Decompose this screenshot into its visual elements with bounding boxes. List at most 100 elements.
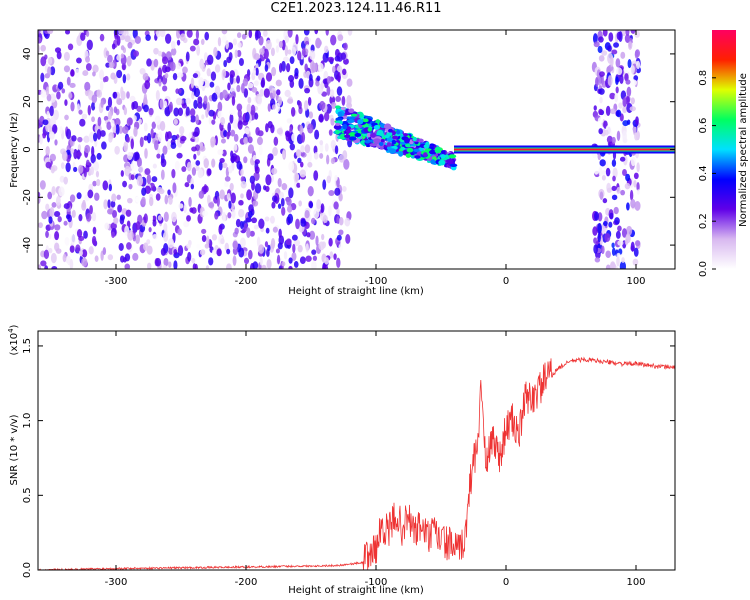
- spectrogram-cell: [149, 215, 154, 222]
- spectrogram-cell: [152, 233, 158, 240]
- spectrogram-cell: [311, 260, 317, 269]
- spectrogram-cell: [404, 137, 410, 144]
- spectrogram-cell: [49, 93, 56, 103]
- spectrogram-cell: [604, 232, 611, 242]
- spectrogram-cell: [176, 62, 182, 70]
- spectrogram-cell: [197, 168, 204, 179]
- spectrogram-cell: [230, 91, 237, 99]
- spectrogram-cell: [448, 154, 457, 159]
- spectrogram-cell: [242, 78, 249, 87]
- spectrogram-cell: [47, 66, 52, 77]
- spectrogram-cell: [84, 81, 91, 92]
- spectrogram-cell: [100, 100, 104, 108]
- spectrogram-cell: [277, 203, 282, 209]
- spectrogram-cell: [232, 246, 238, 256]
- spectrogram-cell: [328, 189, 335, 196]
- spectrogram-cell: [158, 188, 165, 195]
- spectrogram-cell: [200, 38, 205, 45]
- spectrogram-cell: [92, 71, 96, 77]
- spectrogram-cell: [600, 74, 605, 86]
- spectrogram-cell: [608, 32, 614, 42]
- spectrogram-cell: [304, 87, 311, 94]
- spectrogram-cell: [42, 119, 49, 126]
- spectrogram-cell: [231, 96, 236, 106]
- spectrogram-cell: [118, 30, 123, 35]
- spectrogram-cell: [625, 30, 630, 36]
- spectrogram-cell: [267, 120, 273, 129]
- spectrogram-cell: [88, 131, 95, 143]
- spectrogram-cell: [66, 128, 72, 140]
- spectrogram-cell: [346, 95, 352, 107]
- spectrogram-cell: [405, 143, 411, 148]
- spectrogram-cell: [45, 230, 49, 239]
- spectrogram-cell: [204, 243, 210, 249]
- spectrogram-cell: [45, 161, 52, 169]
- spectrogram-cell: [597, 36, 604, 43]
- spectrogram-cell: [378, 141, 384, 146]
- spectrogram-cell: [166, 140, 172, 151]
- spectrogram-cell: [598, 166, 603, 177]
- spectrogram-cell: [123, 257, 127, 263]
- spectrogram-cell: [330, 101, 337, 110]
- spectrogram-cell: [164, 106, 171, 117]
- spectrogram-cell: [180, 135, 187, 142]
- spectrogram-cell: [41, 210, 48, 220]
- spectrogram-cell: [141, 187, 147, 196]
- spectrogram-cell: [91, 116, 95, 123]
- spectrogram-cell: [112, 91, 118, 99]
- spectrogram-cell: [634, 200, 641, 211]
- spectrogram-cell: [124, 263, 131, 269]
- spectrogram-cell: [133, 126, 138, 137]
- spectrogram-cell: [142, 72, 149, 81]
- spectrogram-cell: [173, 118, 178, 125]
- spectrogram-cell: [328, 205, 332, 217]
- spectrogram-cell: [281, 39, 286, 51]
- spectrogram-cell: [255, 67, 259, 76]
- spectrogram-cell: [92, 64, 99, 73]
- spectrogram-cell: [223, 59, 228, 68]
- spectrogram-cell: [244, 127, 250, 135]
- x-tick-label: 0: [503, 276, 509, 287]
- spectrogram-cell: [313, 208, 320, 219]
- spectrogram-cell: [211, 234, 218, 241]
- spectrogram-cell: [309, 230, 316, 240]
- spectrogram-cell: [292, 42, 298, 52]
- spectrogram-cell: [130, 174, 135, 181]
- spectrogram-cell: [46, 110, 50, 118]
- spectrogram-cell: [54, 224, 61, 231]
- spectrogram-cell: [599, 96, 603, 104]
- spectrogram-cell: [85, 56, 90, 63]
- spectrogram-cell: [179, 33, 186, 42]
- spectrogram-cell: [228, 200, 232, 209]
- spectrogram-cell: [167, 189, 171, 196]
- spectrogram-cell: [285, 238, 292, 246]
- spectrogram-cell: [258, 218, 265, 229]
- spectrogram-cell: [206, 194, 211, 205]
- spectrogram-cell: [127, 41, 133, 49]
- spectrogram-cell: [54, 231, 60, 241]
- snr-x-ticks: -300 -200 -100 0 100: [105, 331, 646, 588]
- colorbar-tick-label: 0.8: [698, 70, 709, 86]
- spectrogram-cell: [613, 206, 619, 215]
- spectrogram-cell: [110, 200, 116, 208]
- spectrogram-cell: [92, 180, 97, 187]
- spectrogram-cell: [47, 191, 53, 200]
- spectrogram-cell: [208, 257, 214, 266]
- spectrogram-cell: [271, 167, 278, 175]
- spectrogram-cell: [232, 240, 239, 250]
- spectrogram-cell: [111, 231, 115, 238]
- spectrogram-cell: [269, 215, 275, 224]
- spectrogram-cell: [246, 189, 253, 201]
- spectrogram-cell: [47, 57, 53, 65]
- spectrogram-cell: [247, 211, 253, 219]
- spectrogram-cell: [291, 234, 298, 241]
- spectrogram-cell: [157, 215, 163, 221]
- spectrogram-cell: [405, 152, 411, 158]
- y-tick-label: 1.0: [22, 413, 33, 429]
- spectrogram-cell: [128, 183, 133, 190]
- spectrogram-cell: [147, 262, 152, 269]
- spectrogram-cell: [153, 58, 159, 68]
- spectrogram-cell: [337, 138, 342, 147]
- spectrogram-cell: [309, 50, 316, 61]
